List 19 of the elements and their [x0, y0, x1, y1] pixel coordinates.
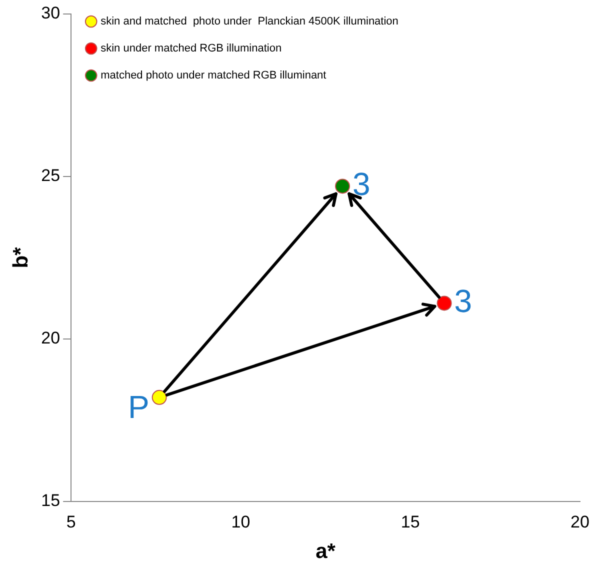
x-axis-title: a* [316, 540, 336, 564]
y-tick-label: 30 [41, 4, 60, 23]
annotation: 3 [454, 283, 472, 320]
annotation: 3 [352, 166, 370, 202]
x-tick-label: 10 [231, 512, 250, 532]
y-tick-label: 25 [41, 166, 60, 186]
y-axis-title: b* [9, 246, 32, 268]
y-tick-label: 15 [41, 491, 60, 510]
legend-label: matched photo under matched RGB illuminant [100, 70, 326, 82]
point [436, 296, 452, 311]
y-tick-label: 20 [41, 328, 60, 348]
x-tick-label: 20 [570, 512, 590, 532]
point [152, 390, 167, 405]
x-tick-label: 15 [400, 512, 420, 532]
legend-label: skin under matched RGB illumination [100, 42, 282, 55]
legend-label: skin and matched photo under Planckian 4500K illumination [100, 16, 398, 28]
x-tick-label: 5 [66, 512, 76, 532]
annotation: P [128, 389, 150, 426]
point [335, 178, 350, 194]
